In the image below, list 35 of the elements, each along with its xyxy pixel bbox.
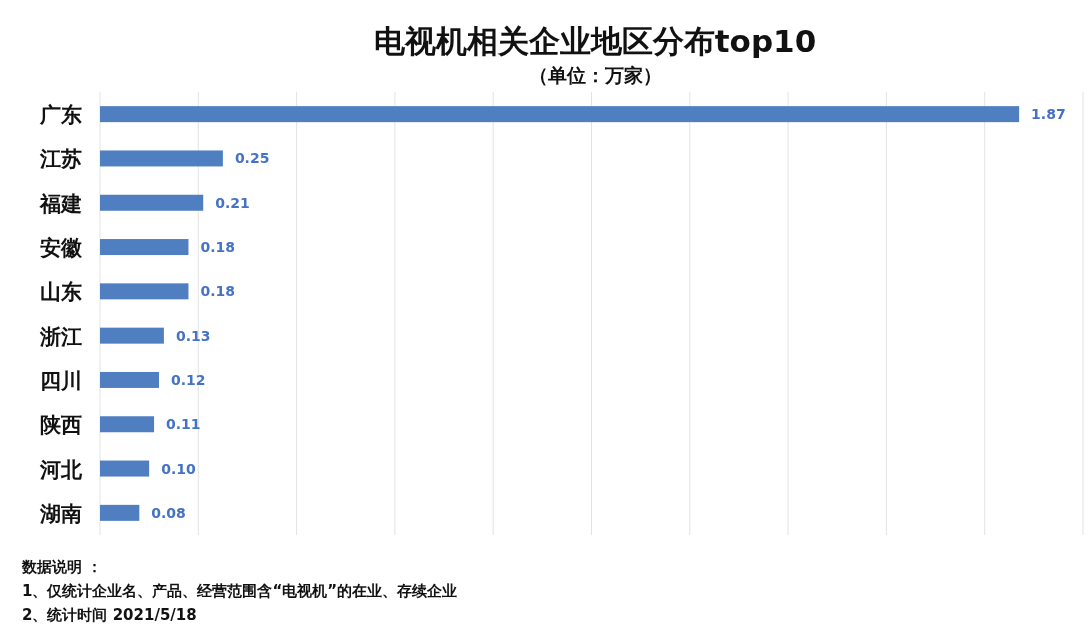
bar	[100, 194, 204, 211]
bar	[100, 106, 1020, 123]
data-label: 0.25	[234, 150, 270, 167]
chart-title: 电视机相关企业地区分布top10	[373, 23, 817, 59]
chart-subtitle: （单位：万家）	[528, 64, 662, 86]
bar	[100, 150, 223, 167]
data-label: 0.11	[166, 416, 201, 433]
text: 2、统计时间 2021/5/18	[22, 606, 197, 624]
bar	[100, 416, 155, 433]
y-tick-label: 江苏	[39, 147, 82, 172]
y-tick-label: 福建	[39, 191, 82, 216]
y-tick-label: 山东	[40, 280, 82, 305]
text: 数据说明 ：	[21, 558, 103, 576]
y-tick-label: 四川	[40, 368, 82, 393]
data-label: 0.10	[161, 460, 196, 477]
data-label: 0.08	[151, 504, 186, 521]
data-label: 0.12	[170, 371, 206, 388]
data-label: 0.18	[200, 283, 236, 300]
data-label: 1.87	[1031, 106, 1066, 123]
y-tick-label: 湖南	[39, 501, 82, 526]
bar	[100, 283, 189, 300]
bar	[100, 327, 164, 344]
y-tick-label: 河北	[39, 457, 83, 482]
bar	[100, 239, 189, 256]
data-label: 0.21	[215, 194, 250, 211]
y-tick-label: 浙江	[39, 324, 82, 349]
y-tick-label: 陕西	[40, 413, 82, 438]
bar	[100, 371, 159, 388]
text: 1、仅统计企业名、产品、经营范围含“电视机”的在业、存续企业	[22, 582, 458, 600]
y-tick-label: 广东	[39, 103, 82, 128]
data-label: 0.13	[175, 327, 211, 344]
data-label: 0.18	[200, 239, 236, 256]
y-tick-label: 安徽	[40, 236, 83, 261]
bar	[100, 460, 150, 477]
bar	[100, 504, 140, 521]
